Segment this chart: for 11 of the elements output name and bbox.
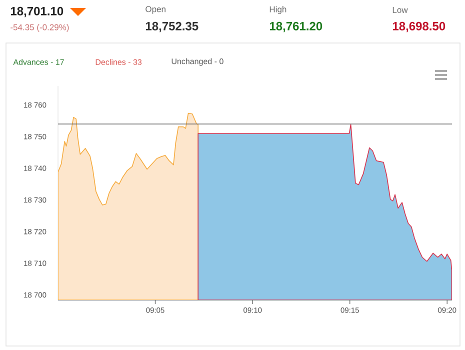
text: Open bbox=[146, 6, 166, 14]
text: Unchanged - 0 bbox=[172, 58, 224, 66]
text: Low bbox=[392, 7, 408, 13]
text: 18,698.50 bbox=[392, 22, 446, 32]
text: Advances - 17 bbox=[13, 59, 64, 65]
text: -54.35 (-0.29%) bbox=[10, 24, 69, 32]
text: High bbox=[270, 6, 286, 14]
text: 18,752.35 bbox=[146, 22, 198, 32]
text: 18,701.10 bbox=[10, 6, 64, 18]
text: 18,761.20 bbox=[270, 22, 322, 32]
text: Declines - 33 bbox=[96, 59, 142, 65]
